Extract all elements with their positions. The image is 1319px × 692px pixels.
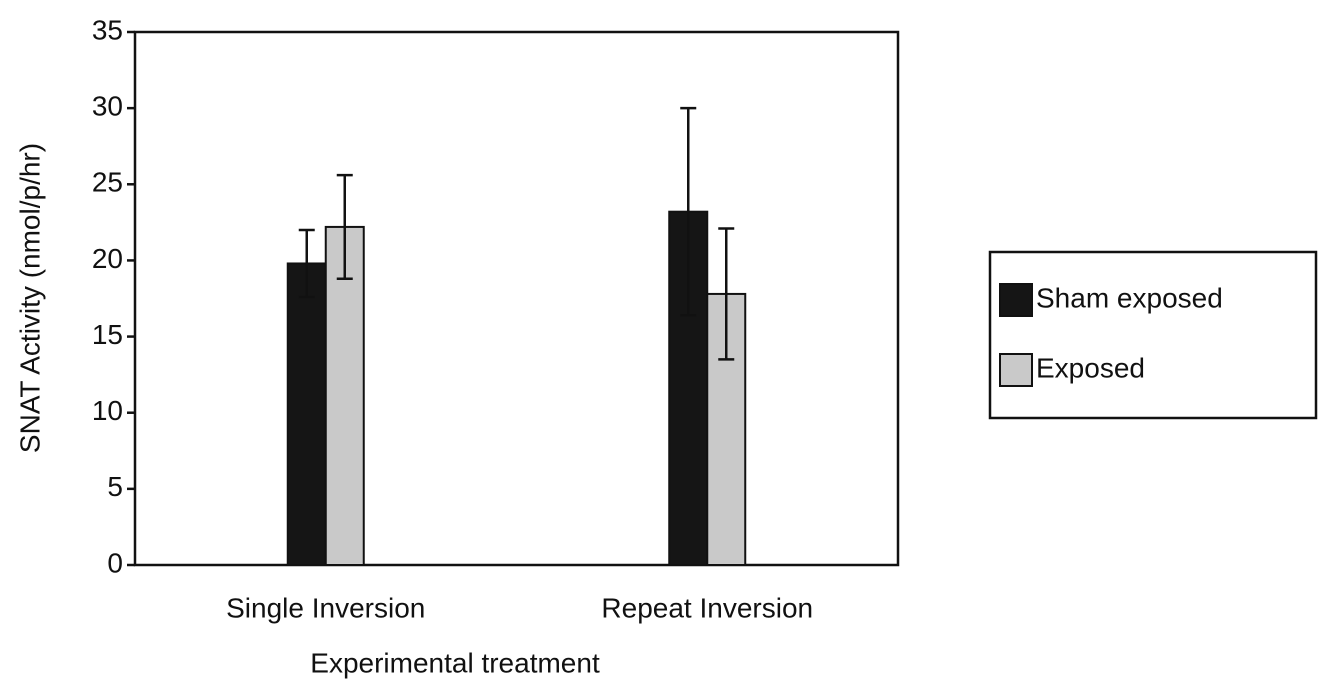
y-tick-label: 15	[92, 319, 123, 350]
error-bar	[336, 173, 353, 280]
legend-frame	[988, 250, 1318, 420]
legend-swatch	[999, 283, 1033, 317]
x-axis-label: Experimental treatment	[310, 647, 600, 678]
y-tick-label: 35	[92, 14, 123, 45]
error-bar	[298, 228, 315, 299]
bar	[286, 262, 327, 566]
y-tick-label: 10	[92, 395, 123, 426]
y-tick-label: 0	[107, 547, 123, 578]
legend-swatch	[999, 353, 1033, 387]
x-tick-label: Repeat Inversion	[601, 592, 813, 623]
error-bar	[718, 227, 735, 361]
plot-frame	[133, 30, 900, 567]
legend-label: Exposed	[1036, 352, 1145, 383]
y-tick-label: 20	[92, 243, 123, 274]
legend-label: Sham exposed	[1036, 282, 1223, 313]
y-tick-label: 5	[107, 471, 123, 502]
x-tick-label: Single Inversion	[226, 592, 425, 623]
bar	[324, 225, 365, 566]
y-tick-label: 25	[92, 167, 123, 198]
y-tick-label: 30	[92, 91, 123, 122]
error-bar	[680, 106, 697, 317]
y-axis-label: SNAT Activity (nmol/p/hr)	[14, 143, 45, 453]
